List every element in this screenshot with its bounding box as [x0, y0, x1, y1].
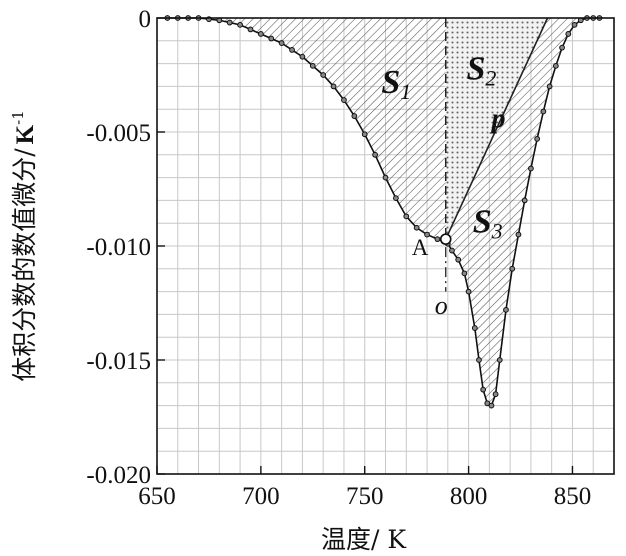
data-point — [227, 20, 232, 25]
data-point — [450, 248, 455, 253]
data-point — [535, 136, 540, 141]
data-point — [489, 403, 494, 408]
x-tick-label: 850 — [554, 483, 592, 510]
data-point — [300, 54, 305, 59]
data-point — [462, 271, 467, 276]
y-tick-label: 0 — [139, 6, 152, 33]
data-point — [404, 214, 409, 219]
data-point — [572, 22, 577, 27]
point-a-marker — [441, 234, 451, 244]
data-point — [352, 114, 357, 119]
data-point — [248, 27, 253, 32]
x-axis-title: 温度/ K — [321, 525, 407, 554]
data-point — [522, 198, 527, 203]
data-point — [481, 387, 486, 392]
data-point — [331, 84, 336, 89]
point-label-a: A — [412, 235, 429, 260]
data-point — [342, 98, 347, 103]
data-point — [553, 63, 558, 68]
data-point — [547, 84, 552, 89]
data-point — [497, 358, 502, 363]
data-point — [435, 237, 440, 242]
data-point — [510, 266, 515, 271]
data-point — [310, 63, 315, 68]
data-point — [258, 32, 263, 37]
data-point — [414, 225, 419, 230]
data-point — [238, 22, 243, 27]
data-point — [504, 307, 509, 312]
data-point — [466, 289, 471, 294]
data-point — [493, 392, 498, 397]
data-point — [456, 257, 461, 262]
y-axis-title: 体积分数的数值微分/K-1 — [9, 110, 39, 382]
point-label-o: o — [435, 291, 448, 320]
x-tick-label: 750 — [346, 483, 384, 510]
data-point — [373, 152, 378, 157]
x-tick-label: 800 — [450, 483, 488, 510]
data-point — [560, 45, 565, 50]
data-point — [290, 48, 295, 53]
tangent-label-p: p — [489, 103, 505, 134]
data-point — [566, 32, 571, 37]
data-point — [383, 175, 388, 180]
y-tick-label: -0.020 — [86, 462, 151, 489]
data-point — [393, 196, 398, 201]
data-point — [529, 166, 534, 171]
data-point — [321, 73, 326, 78]
region-s1 — [167, 18, 445, 241]
y-tick-label: -0.015 — [86, 348, 151, 375]
data-point — [269, 36, 274, 41]
y-tick-label: -0.005 — [86, 120, 151, 147]
x-tick-label: 700 — [242, 483, 280, 510]
data-point — [516, 232, 521, 237]
data-point — [279, 41, 284, 46]
data-point — [541, 109, 546, 114]
data-point — [362, 132, 367, 137]
y-tick-label: -0.010 — [86, 234, 151, 261]
data-point — [472, 326, 477, 331]
data-point — [477, 358, 482, 363]
